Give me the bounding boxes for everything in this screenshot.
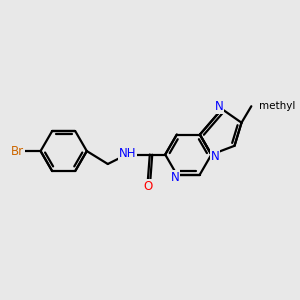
Text: N: N xyxy=(215,100,224,113)
Text: O: O xyxy=(143,180,152,193)
Text: N: N xyxy=(211,150,219,163)
Text: methyl: methyl xyxy=(259,101,296,111)
Text: NH: NH xyxy=(118,147,136,160)
Text: Br: Br xyxy=(11,145,24,158)
Text: N: N xyxy=(171,171,179,184)
